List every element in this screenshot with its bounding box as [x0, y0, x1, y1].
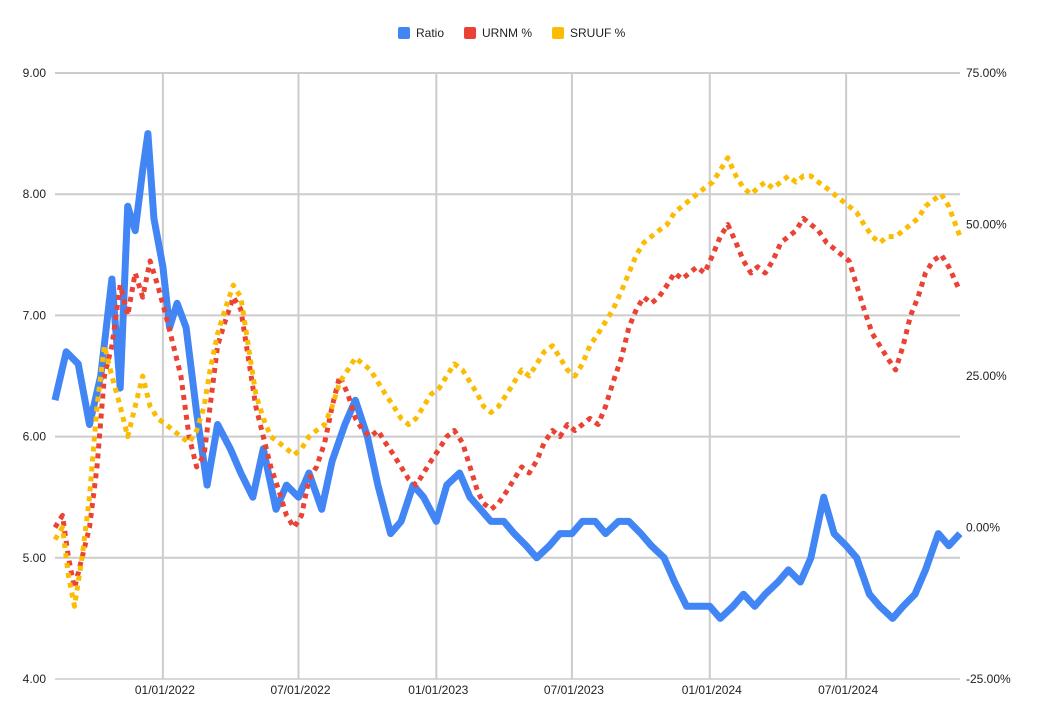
legend-swatch — [464, 27, 477, 39]
y-left-tick-label: 6.00 — [23, 430, 47, 444]
right-axis-ticks: 75.00% 50.00% 25.00% 0.00% -25.00% — [966, 66, 1011, 686]
series-line-ratio — [51, 130, 963, 622]
x-tick-label: 07/01/2023 — [544, 683, 604, 697]
y-left-tick-label: 7.00 — [23, 308, 47, 322]
legend-label: Ratio — [416, 26, 444, 40]
y-right-tick-label: 25.00% — [966, 369, 1007, 383]
y-right-tick-label: 50.00% — [966, 218, 1007, 232]
gridlines — [55, 72, 960, 680]
legend-swatch — [398, 27, 410, 39]
legend-label: URNM % — [482, 26, 532, 40]
x-tick-label: 01/01/2023 — [408, 683, 468, 697]
y-left-tick-label: 9.00 — [23, 66, 47, 80]
y-left-tick-label: 5.00 — [23, 551, 47, 565]
y-right-tick-label: 75.00% — [966, 66, 1007, 80]
series-line-urnm — [52, 215, 963, 591]
series-line-sruuf — [52, 155, 963, 609]
y-right-tick-label: 0.00% — [966, 521, 1000, 535]
x-tick-label: 07/01/2022 — [270, 683, 330, 697]
y-left-tick-label: 4.00 — [23, 672, 47, 686]
legend-swatch — [552, 27, 565, 39]
series-lines — [51, 130, 963, 622]
x-tick-label: 07/01/2024 — [818, 683, 878, 697]
legend-label: SRUUF % — [570, 26, 626, 40]
y-right-tick-label: -25.00% — [966, 672, 1011, 686]
x-tick-label: 01/01/2022 — [135, 683, 195, 697]
x-axis-ticks: 01/01/2022 07/01/2022 01/01/2023 07/01/2023… — [135, 683, 879, 697]
legend: Ratio URNM % SRUUF % — [398, 26, 626, 40]
y-left-tick-label: 8.00 — [23, 187, 47, 201]
left-axis-ticks: 9.00 8.00 7.00 6.00 5.00 4.00 — [23, 66, 47, 686]
x-tick-label: 01/01/2024 — [682, 683, 742, 697]
